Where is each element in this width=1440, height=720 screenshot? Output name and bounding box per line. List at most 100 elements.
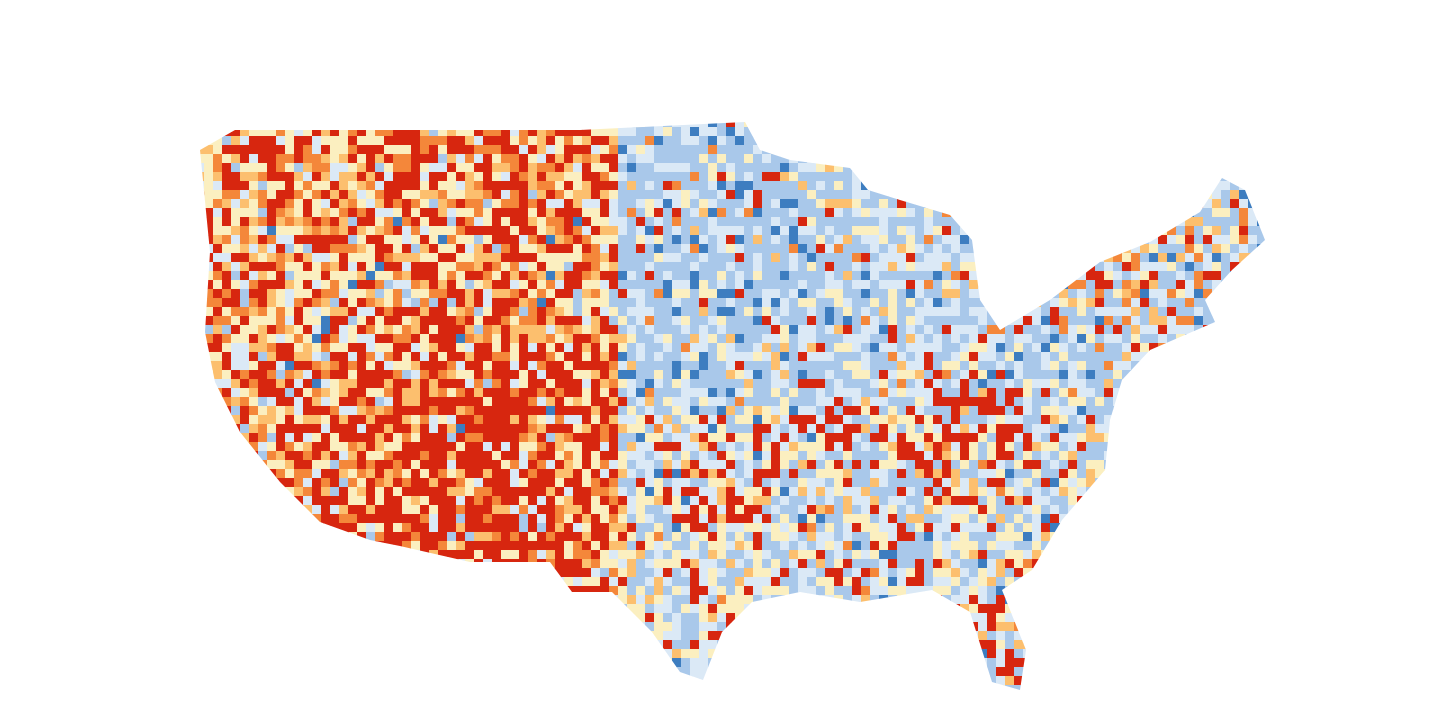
county-cell	[447, 208, 457, 218]
county-cell	[780, 298, 790, 308]
county-cell	[645, 406, 655, 416]
county-cell	[357, 334, 367, 344]
county-cell	[996, 478, 1006, 488]
county-cell	[915, 122, 925, 128]
county-cell	[870, 460, 880, 470]
county-cell	[996, 271, 1006, 281]
county-cell	[717, 235, 727, 245]
county-cell	[249, 280, 259, 290]
county-cell	[762, 361, 772, 371]
county-cell	[618, 316, 628, 326]
county-cell	[735, 406, 745, 416]
county-cell	[1176, 208, 1186, 218]
county-cell	[627, 253, 637, 263]
county-cell	[906, 136, 916, 146]
county-cell	[258, 136, 268, 146]
county-cell	[339, 122, 349, 128]
county-cell	[681, 352, 691, 362]
county-cell	[546, 271, 556, 281]
county-cell	[429, 370, 439, 380]
county-cell	[699, 145, 709, 155]
county-cell	[420, 122, 430, 128]
county-cell	[816, 253, 826, 263]
county-cell	[240, 406, 250, 416]
county-cell	[429, 235, 439, 245]
county-cell	[375, 406, 385, 416]
county-cell	[924, 235, 934, 245]
county-cell	[240, 361, 250, 371]
county-cell	[627, 397, 637, 407]
county-cell	[1149, 397, 1159, 407]
county-cell	[861, 122, 871, 128]
county-cell	[888, 460, 898, 470]
county-cell	[789, 334, 799, 344]
county-cell	[978, 235, 988, 245]
county-cell	[600, 316, 610, 326]
county-cell	[852, 334, 862, 344]
county-cell	[960, 361, 970, 371]
county-cell	[375, 208, 385, 218]
county-cell	[978, 460, 988, 470]
county-cell	[1014, 190, 1024, 200]
county-cell	[1140, 163, 1150, 173]
county-cell	[384, 199, 394, 209]
county-cell	[501, 280, 511, 290]
county-cell	[564, 145, 574, 155]
county-cell	[843, 289, 853, 299]
county-cell	[276, 343, 286, 353]
county-cell	[429, 199, 439, 209]
county-cell	[861, 442, 871, 452]
county-cell	[807, 226, 817, 236]
county-cell	[1149, 406, 1159, 416]
county-cell	[564, 154, 574, 164]
county-cell	[1212, 469, 1222, 479]
county-cell	[726, 478, 736, 488]
county-cell	[1068, 235, 1078, 245]
county-cell	[591, 271, 601, 281]
county-cell	[411, 388, 421, 398]
county-cell	[582, 280, 592, 290]
county-cell	[654, 406, 664, 416]
county-cell	[1032, 406, 1042, 416]
county-cell	[708, 289, 718, 299]
county-cell	[1230, 361, 1240, 371]
county-cell	[708, 415, 718, 425]
county-cell	[429, 415, 439, 425]
county-cell	[384, 433, 394, 443]
county-cell	[807, 469, 817, 479]
county-cell	[285, 172, 295, 182]
county-cell	[699, 415, 709, 425]
county-cell	[402, 325, 412, 335]
county-cell	[762, 181, 772, 191]
county-cell	[627, 460, 637, 470]
county-cell	[1248, 244, 1258, 254]
county-cell	[1230, 424, 1240, 434]
county-cell	[789, 208, 799, 218]
county-cell	[474, 487, 484, 497]
county-cell	[546, 460, 556, 470]
county-cell	[200, 343, 205, 353]
county-cell	[546, 370, 556, 380]
county-cell	[546, 379, 556, 389]
county-cell	[357, 307, 367, 317]
county-cell	[762, 460, 772, 470]
county-cell	[663, 379, 673, 389]
county-cell	[402, 163, 412, 173]
county-cell	[1014, 406, 1024, 416]
county-cell	[933, 235, 943, 245]
county-cell	[762, 451, 772, 461]
county-cell	[933, 316, 943, 326]
county-cell	[204, 406, 214, 416]
county-cell	[1023, 469, 1033, 479]
county-cell	[960, 190, 970, 200]
county-cell	[744, 379, 754, 389]
county-cell	[1050, 190, 1060, 200]
county-cell	[528, 487, 538, 497]
county-cell	[474, 154, 484, 164]
county-cell	[1167, 379, 1177, 389]
county-cell	[1257, 181, 1265, 191]
county-cell	[843, 235, 853, 245]
county-cell	[366, 226, 376, 236]
county-cell	[1041, 307, 1051, 317]
county-cell	[870, 226, 880, 236]
